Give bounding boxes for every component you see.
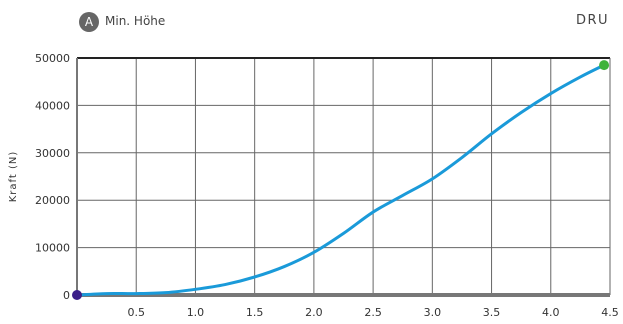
y-tick-label: 0 [63, 289, 70, 302]
y-tick-label: 50000 [35, 52, 70, 65]
series-layer [75, 63, 606, 297]
x-tick-label: 2.0 [305, 306, 323, 319]
axis-layer [76, 57, 611, 297]
x-tick-label: 3.0 [424, 306, 442, 319]
x-tick-label: 2.5 [364, 306, 382, 319]
y-tick-label: 40000 [35, 99, 70, 112]
x-tick-label: 4.5 [601, 306, 619, 319]
x-tick-label: 1.5 [246, 306, 264, 319]
chart-header: A Min. Höhe DRU [0, 0, 623, 44]
y-tick-label: 20000 [35, 194, 70, 207]
corner-label: DRU [575, 13, 609, 28]
label-layer: 0.5 1.0 1.5 2.0 2.5 3.0 3.5 4.0 4.5 0 10000 20000 30… [8, 52, 619, 319]
series-line [75, 63, 606, 297]
chart-subtitle: Min. Höhe [105, 14, 166, 28]
x-tick-label: 3.5 [483, 306, 501, 319]
x-tick-label: 1.0 [187, 306, 205, 319]
y-tick-label: 10000 [35, 242, 70, 255]
start-point-marker [72, 290, 82, 300]
y-axis-title: Kraft (N) [8, 151, 19, 203]
x-tick-label: 0.5 [127, 306, 145, 319]
end-point-marker [599, 60, 610, 71]
x-tick-label: 4.0 [542, 306, 560, 319]
grid-layer [77, 58, 610, 295]
y-tick-label: 30000 [35, 147, 70, 160]
marker-layer [72, 60, 610, 300]
label-badge: A [79, 12, 99, 32]
